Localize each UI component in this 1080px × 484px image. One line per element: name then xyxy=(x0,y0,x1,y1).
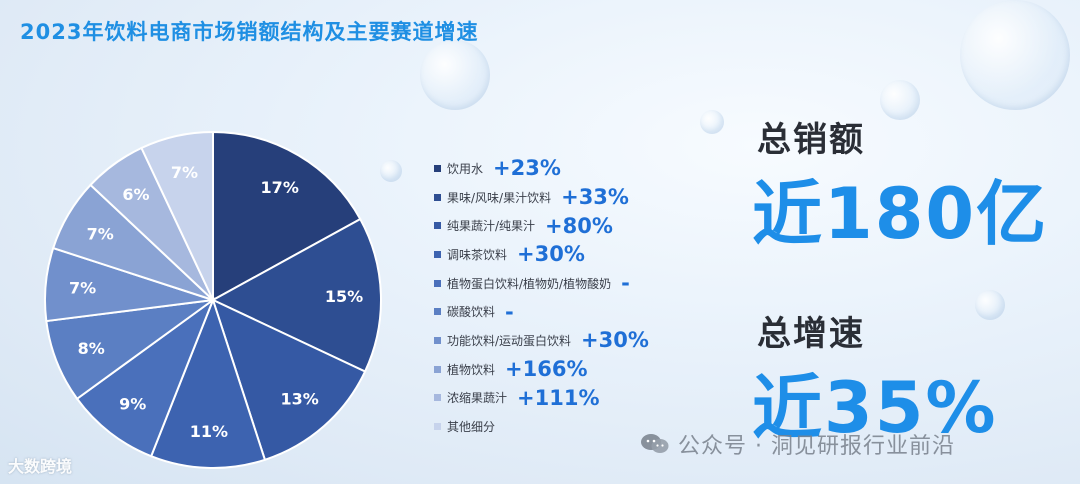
legend-swatch xyxy=(434,365,441,373)
legend-growth-rate: +30% xyxy=(517,242,585,267)
legend-item: 调味茶饮料 +30% xyxy=(434,240,649,269)
watermark-account-text: 公众号 · 洞见研报行业前沿 xyxy=(678,434,955,459)
bubble-decoration xyxy=(880,80,920,120)
legend-label: 碳酸饮料 xyxy=(447,305,496,320)
legend-item: 饮用水 +23% xyxy=(434,154,649,183)
legend-label: 浓缩果蔬汁 xyxy=(447,391,508,406)
page-title: 2023年饮料电商市场销额结构及主要赛道增速 xyxy=(20,20,479,44)
legend-growth-rate: +166% xyxy=(505,357,588,382)
legend-swatch xyxy=(434,279,441,287)
legend-growth-rate: - xyxy=(621,271,630,296)
bubble-decoration xyxy=(420,40,490,110)
wechat-icon xyxy=(641,434,669,453)
legend-swatch xyxy=(434,394,441,402)
legend-label: 植物蛋白饮料/植物奶/植物酸奶 xyxy=(447,276,612,291)
legend-label: 功能饮料/运动蛋白饮料 xyxy=(447,333,572,348)
legend-label: 纯果蔬汁/纯果汁 xyxy=(447,219,536,234)
pie-data-label: 6% xyxy=(122,185,149,204)
legend-growth-rate: +23% xyxy=(493,156,561,181)
legend-swatch xyxy=(434,250,441,258)
legend-growth-rate: - xyxy=(505,299,514,324)
pie-data-label: 9% xyxy=(119,395,146,414)
legend-growth-rate: +111% xyxy=(517,385,600,410)
legend-growth-rate: +80% xyxy=(545,213,613,238)
legend-swatch xyxy=(434,423,441,431)
legend-item: 植物饮料 +166% xyxy=(434,355,649,384)
legend-label: 果味/风味/果汁饮料 xyxy=(447,190,552,205)
pie-slice xyxy=(211,298,367,462)
bubble-decoration xyxy=(700,110,724,134)
pie-data-label: 11% xyxy=(190,422,228,441)
bubble-decoration xyxy=(960,0,1070,110)
legend-item: 功能饮料/运动蛋白饮料 +30% xyxy=(434,326,649,355)
bubble-decoration xyxy=(380,160,402,182)
legend-item: 纯果蔬汁/纯果汁 +80% xyxy=(434,211,649,240)
legend-label: 植物饮料 xyxy=(447,362,496,377)
legend-swatch xyxy=(434,308,441,316)
pie-slice xyxy=(75,297,216,458)
pie-slice xyxy=(149,297,267,469)
legend-swatch xyxy=(434,222,441,230)
legend-growth-rate: +30% xyxy=(581,328,649,353)
legend-item: 植物蛋白饮料/植物奶/植物酸奶 - xyxy=(434,269,649,298)
legend-label: 其他细分 xyxy=(447,420,496,435)
legend-label: 饮用水 xyxy=(447,161,484,176)
pie-data-label: 8% xyxy=(78,339,105,358)
chart-legend: 饮用水 +23% 果味/风味/果汁饮料 +33% 纯果蔬汁/纯果汁 +80% 调味茶饮料 +3… xyxy=(434,154,649,441)
pie-data-label: 7% xyxy=(69,279,96,298)
total-sales-label: 总销额 xyxy=(757,120,865,160)
watermark-brand: 大数跨境 xyxy=(8,457,73,476)
legend-label: 调味茶饮料 xyxy=(447,247,508,262)
legend-item: 浓缩果蔬汁 +111% xyxy=(434,384,649,413)
pie-data-label: 17% xyxy=(261,178,299,197)
legend-swatch xyxy=(434,193,441,201)
pie-slice xyxy=(212,130,362,302)
pie-data-label: 13% xyxy=(281,389,319,408)
bubble-decoration xyxy=(975,290,1005,320)
pie-data-label: 7% xyxy=(171,163,198,182)
legend-swatch xyxy=(434,336,441,344)
legend-growth-rate: +33% xyxy=(561,185,629,210)
legend-swatch xyxy=(434,164,441,172)
pie-data-label: 15% xyxy=(325,287,363,306)
total-growth-value: 近35% xyxy=(752,367,998,449)
pie-slice xyxy=(210,217,382,373)
total-growth-label: 总增速 xyxy=(757,314,865,354)
legend-item: 果味/风味/果汁饮料 +33% xyxy=(434,183,649,212)
legend-item: 其他细分 xyxy=(434,412,649,441)
total-sales-value: 近180亿 xyxy=(752,173,1049,255)
legend-item: 碳酸饮料 - xyxy=(434,297,649,326)
pie-slice xyxy=(140,130,214,301)
watermark-account: 公众号 · 洞见研报行业前沿 xyxy=(640,428,955,460)
pie-data-label: 7% xyxy=(87,224,114,243)
